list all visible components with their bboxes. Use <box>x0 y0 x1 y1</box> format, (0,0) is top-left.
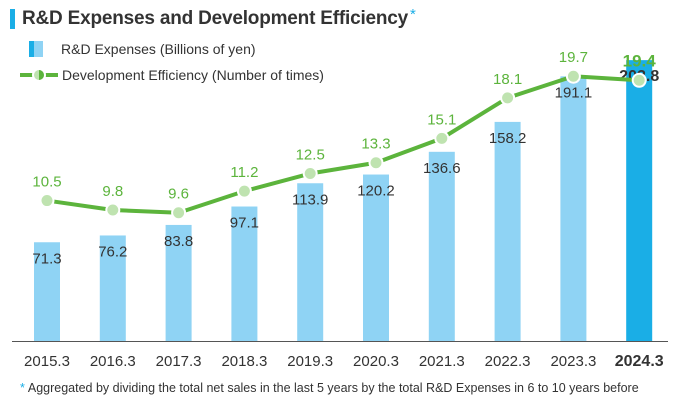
bar-2021.3 <box>428 151 455 341</box>
x-tick-label: 2020.3 <box>353 353 399 370</box>
bar-value-label: 71.3 <box>32 250 61 267</box>
line-swatch-icon <box>20 67 58 83</box>
bar-value-label: 120.2 <box>357 183 395 200</box>
line-value-label: 18.1 <box>493 71 522 88</box>
x-tick-label: 2023.3 <box>550 353 596 370</box>
efficiency-point-2023.3 <box>565 68 581 84</box>
bar-2016.3 <box>99 235 126 341</box>
bar-2015.3 <box>34 242 60 341</box>
x-tick-label: 2016.3 <box>90 353 136 370</box>
legend-line-label: Development Efficiency (Number of times) <box>62 67 324 83</box>
efficiency-line <box>46 74 640 215</box>
line-value-label: 13.3 <box>361 136 390 153</box>
bar-2019.3 <box>297 183 324 341</box>
efficiency-point-2018.3 <box>236 183 252 199</box>
line-value-label: 19.4 <box>623 51 657 70</box>
bar-value-label: 158.2 <box>489 130 527 147</box>
bar-2024.3 <box>626 60 653 341</box>
legend-item-line: Development Efficiency (Number of times) <box>20 64 324 86</box>
line-value-label: 9.8 <box>102 183 123 200</box>
x-tick-label: 2018.3 <box>221 353 267 370</box>
bar-swatch-icon <box>29 41 43 57</box>
x-tick-label: 2019.3 <box>287 353 333 370</box>
efficiency-point-2017.3 <box>171 205 187 221</box>
efficiency-point-2020.3 <box>368 155 384 171</box>
bar-value-label: 76.2 <box>98 243 127 260</box>
bar-value-label: 191.1 <box>555 84 593 101</box>
x-tick-label: 2024.3 <box>615 353 664 370</box>
x-tick-label: 2015.3 <box>24 353 70 370</box>
efficiency-point-2016.3 <box>105 202 121 218</box>
bar-value-label: 113.9 <box>292 191 328 208</box>
bar-2022.3 <box>494 121 521 341</box>
legend-bar-label: R&D Expenses (Billions of yen) <box>61 41 256 57</box>
efficiency-point-2024.3 <box>631 72 647 88</box>
efficiency-point-2015.3 <box>39 193 55 209</box>
bar-value-label: 136.6 <box>423 160 461 177</box>
line-value-label: 9.6 <box>168 186 189 203</box>
footnote-mark: * <box>20 381 25 395</box>
line-value-label: 12.5 <box>296 147 325 164</box>
efficiency-point-2022.3 <box>500 90 516 106</box>
efficiency-point-2019.3 <box>302 166 318 182</box>
efficiency-point-2021.3 <box>434 130 450 146</box>
bar-2018.3 <box>231 206 258 341</box>
x-tick-label: 2021.3 <box>419 353 465 370</box>
bar-2017.3 <box>165 224 192 341</box>
line-value-label: 19.7 <box>559 49 588 66</box>
legend-item-bar: R&D Expenses (Billions of yen) <box>20 38 324 60</box>
bar-2023.3 <box>560 76 587 341</box>
line-value-label: 15.1 <box>427 111 456 128</box>
bar-2020.3 <box>363 174 389 341</box>
line-value-label: 10.5 <box>32 174 61 191</box>
bar-value-label: 83.8 <box>164 233 193 250</box>
footnote: * Aggregated by dividing the total net sa… <box>20 381 639 395</box>
chart-title-row: R&D Expenses and Development Efficiency … <box>10 6 416 32</box>
x-tick-label: 2022.3 <box>485 353 531 370</box>
line-value-label: 11.2 <box>230 164 258 181</box>
bar-value-label: 97.1 <box>230 215 259 232</box>
footnote-text: Aggregated by dividing the total net sal… <box>27 381 639 395</box>
title-accent-bar <box>10 9 15 29</box>
title-footnote-mark: * <box>410 5 416 23</box>
x-tick-label: 2017.3 <box>156 353 202 370</box>
chart-title: R&D Expenses and Development Efficiency <box>22 8 409 29</box>
legend: R&D Expenses (Billions of yen) Developme… <box>20 38 324 90</box>
